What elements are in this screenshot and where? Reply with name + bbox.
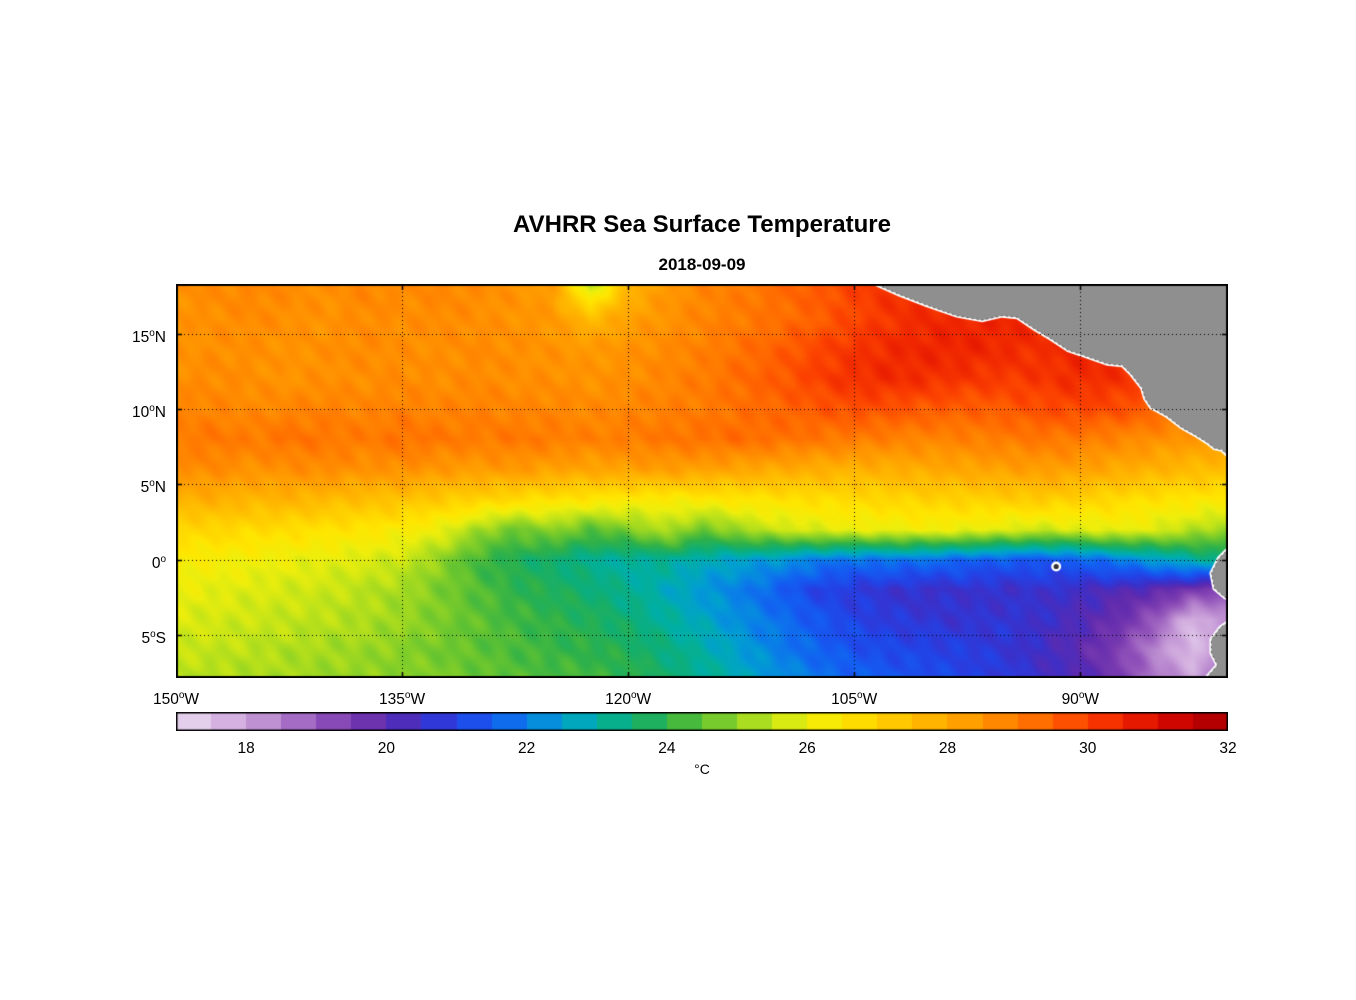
y-tick-label: 0o bbox=[151, 553, 166, 572]
x-tick-label: 135oW bbox=[379, 690, 426, 709]
chart-title: AVHRR Sea Surface Temperature bbox=[513, 211, 891, 238]
colorbar bbox=[176, 712, 1228, 731]
x-tick-label: 150oW bbox=[152, 690, 200, 709]
colorbar-unit-label: °C bbox=[694, 761, 710, 777]
x-tick-label: 90oW bbox=[1061, 690, 1100, 709]
colorbar-tick-label: 18 bbox=[237, 740, 255, 757]
colorbar-tick-label: 26 bbox=[798, 740, 816, 757]
colorbar-tick-label: 32 bbox=[1219, 740, 1237, 757]
colorbar-tick-label: 30 bbox=[1079, 740, 1097, 757]
colorbar-tick-label: 22 bbox=[518, 740, 536, 757]
colorbar-tick-label: 28 bbox=[938, 740, 957, 757]
colorbar-tick-label: 20 bbox=[377, 740, 396, 757]
sst-map-heatmap bbox=[176, 284, 1228, 678]
y-tick-label: 5oS bbox=[141, 629, 166, 648]
x-tick-label: 120oW bbox=[605, 690, 652, 709]
chart-date-subtitle: 2018-09-09 bbox=[658, 255, 746, 274]
x-tick-label: 105oW bbox=[831, 690, 878, 709]
y-tick-label: 15oN bbox=[131, 327, 166, 346]
y-tick-label: 5oN bbox=[140, 478, 166, 497]
colorbar-tick-label: 24 bbox=[658, 740, 676, 757]
y-tick-label: 10oN bbox=[131, 403, 166, 422]
